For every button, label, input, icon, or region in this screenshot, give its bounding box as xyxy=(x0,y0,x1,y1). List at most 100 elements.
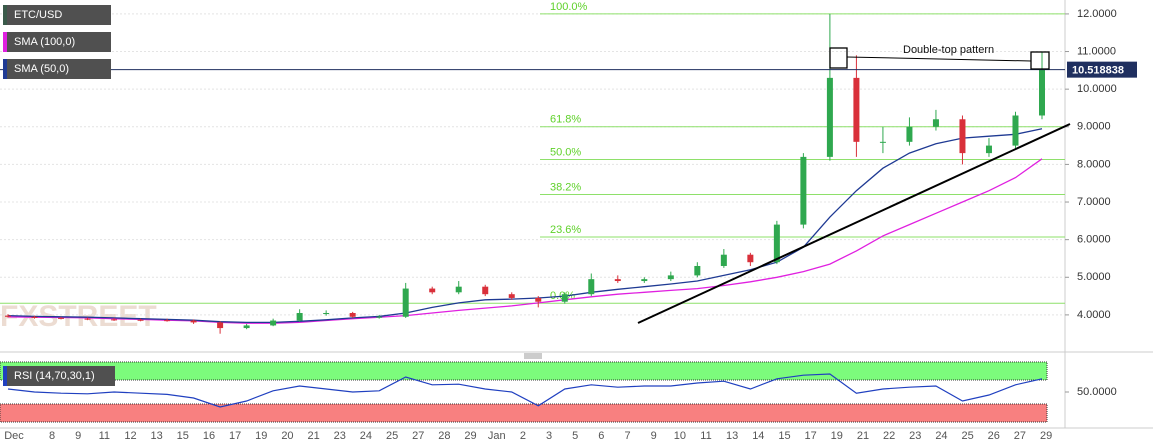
candle-body xyxy=(720,254,727,266)
x-tick-label: 11 xyxy=(99,430,110,442)
y-tick-label: 6.0000 xyxy=(1077,234,1111,246)
sma-line xyxy=(7,158,1043,324)
rsi-band-border xyxy=(0,403,1048,423)
candle-body xyxy=(614,279,621,282)
x-tick-label: 20 xyxy=(281,430,293,442)
legend-box xyxy=(3,32,111,52)
x-tick-label: 9 xyxy=(75,430,81,442)
trend-line xyxy=(637,123,1071,324)
x-tick-label: 2 xyxy=(520,430,526,442)
rsi-line xyxy=(7,373,1043,408)
candle-body xyxy=(641,279,648,282)
candle-body xyxy=(932,119,939,127)
y-tick-label: 9.0000 xyxy=(1077,121,1111,133)
x-tick-label: 10 xyxy=(674,430,686,442)
y-tick-label: 11.0000 xyxy=(1077,45,1116,57)
x-tick-label: 15 xyxy=(778,430,790,442)
x-tick-label: 22 xyxy=(883,430,895,442)
legend-label: ETC/USD xyxy=(14,9,62,21)
candle-body xyxy=(349,313,356,317)
x-tick-label: 25 xyxy=(961,430,973,442)
candle-body xyxy=(826,77,833,157)
candle-body xyxy=(402,288,409,317)
x-tick-label: 27 xyxy=(412,430,424,442)
candle-body xyxy=(588,279,595,295)
candle-body xyxy=(667,275,674,280)
candle-body xyxy=(270,320,277,326)
last-price-label: 10.518838 xyxy=(1072,65,1124,77)
x-tick-label: 24 xyxy=(935,430,947,442)
y-tick-label: 8.0000 xyxy=(1077,158,1111,170)
annotation: Double-top pattern xyxy=(903,44,994,56)
sma-line xyxy=(7,128,1043,324)
x-tick-label: 29 xyxy=(1040,430,1052,442)
legend-label: SMA (50,0) xyxy=(14,63,69,75)
x-tick-label: 3 xyxy=(546,430,552,442)
fib-label: 23.6% xyxy=(550,224,581,236)
last-price-box xyxy=(1067,61,1137,78)
candle-body xyxy=(561,294,568,302)
fib-label: 50.0% xyxy=(550,146,581,158)
candle-body xyxy=(1039,69,1045,116)
y-tick-label: 4.0000 xyxy=(1077,309,1111,321)
x-tick-label: 26 xyxy=(988,430,1000,442)
candle-body xyxy=(5,315,11,317)
x-tick-label: 17 xyxy=(805,430,817,442)
candle-body xyxy=(84,318,91,320)
candle-body xyxy=(58,317,65,319)
candle-body xyxy=(1012,115,1019,146)
legend-swatch xyxy=(3,32,7,52)
x-tick-label: 6 xyxy=(598,430,604,442)
x-tick-label: Jan xyxy=(488,430,506,442)
candle-body xyxy=(429,288,436,293)
x-tick-label: 21 xyxy=(857,430,869,442)
x-tick-label: 19 xyxy=(831,430,843,442)
x-tick-label: Dec xyxy=(4,430,24,442)
rsi-band xyxy=(0,404,1047,422)
x-tick-label: 24 xyxy=(360,430,372,442)
x-tick-label: 9 xyxy=(651,430,657,442)
legend-swatch xyxy=(3,5,7,25)
candle-body xyxy=(455,286,462,293)
legend-box xyxy=(3,59,111,79)
candle-body xyxy=(376,316,383,318)
x-tick-label: 25 xyxy=(386,430,398,442)
x-tick-label: 17 xyxy=(229,430,241,442)
legend-swatch xyxy=(3,59,7,79)
y-tick-label: 12.0000 xyxy=(1077,8,1117,20)
candle-body xyxy=(190,320,197,323)
candle-body xyxy=(323,313,330,315)
x-tick-label: 13 xyxy=(151,430,163,442)
x-tick-label: 16 xyxy=(203,430,215,442)
x-tick-label: 23 xyxy=(334,430,346,442)
candle-body xyxy=(985,145,992,154)
legend-swatch xyxy=(3,366,7,386)
candle-body xyxy=(853,77,860,142)
candle-body xyxy=(747,254,754,263)
x-tick-label: 19 xyxy=(255,430,267,442)
pattern-box xyxy=(829,47,848,69)
x-tick-label: 12 xyxy=(124,430,136,442)
x-tick-label: 8 xyxy=(49,430,55,442)
candle-body xyxy=(111,319,118,321)
x-tick-label: 5 xyxy=(572,430,578,442)
y-tick-label: 5.0000 xyxy=(1077,271,1111,283)
candle-body xyxy=(137,319,144,321)
pattern-line xyxy=(846,56,1032,62)
legend-label: SMA (100,0) xyxy=(14,36,75,48)
y-tick-label: 50.0000 xyxy=(1077,386,1117,398)
x-tick-label: 15 xyxy=(177,430,189,442)
candle-body xyxy=(535,297,542,302)
candle-body xyxy=(296,313,303,321)
fib-label: 38.2% xyxy=(550,181,581,193)
rsi-band xyxy=(0,362,1047,380)
x-tick-label: 14 xyxy=(752,430,764,442)
legend-box xyxy=(3,5,111,25)
candle-body xyxy=(906,126,913,142)
pane-grip[interactable] xyxy=(524,353,542,359)
candle-body xyxy=(31,316,38,318)
x-tick-label: 21 xyxy=(307,430,319,442)
candle-body xyxy=(508,294,515,298)
